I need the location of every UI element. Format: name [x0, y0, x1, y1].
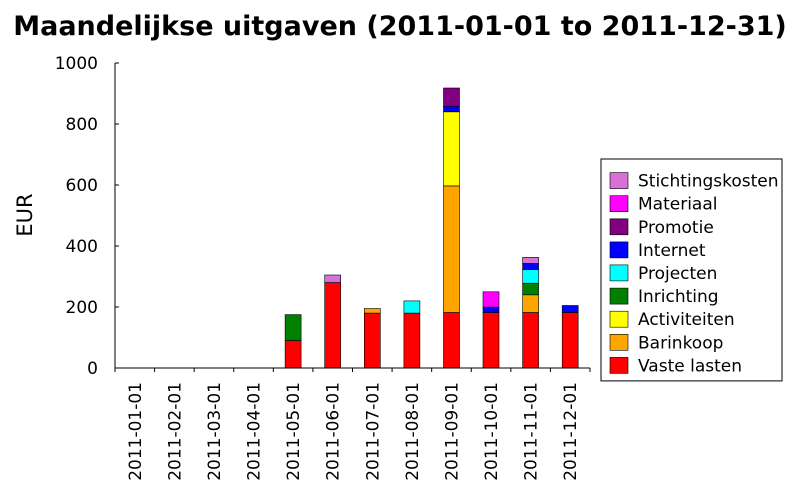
- axes: 0 200 400 600 800 1000 2011-01-01 2011-02-01 201…: [55, 54, 591, 481]
- bar-segment-barinkoop-2011-07-01: [363, 308, 381, 314]
- x-tick-label-2011-08-01: 2011-08-01: [403, 382, 423, 481]
- legend-swatch-inrichting: [609, 287, 629, 305]
- y-tick-label-800: 800: [66, 115, 98, 135]
- bar-segment-projecten-2011-08-01: [403, 300, 421, 314]
- plot-area: [284, 87, 579, 369]
- legend-label-inrichting: Inrichting: [638, 287, 719, 307]
- legend-swatch-activiteiten: [609, 310, 629, 328]
- legend-box: [600, 158, 783, 382]
- y-tick-label-200: 200: [66, 298, 98, 318]
- legend-swatch-barinkoop: [609, 333, 629, 351]
- x-tick-label-2011-06-01: 2011-06-01: [324, 382, 344, 481]
- bar-segment-promotie-2011-09-01: [443, 87, 460, 107]
- bar-segment-internet-2011-12-01: [561, 305, 579, 313]
- legend-label-internet: Internet: [638, 241, 706, 261]
- legend-label-materiaal: Materiaal: [638, 195, 717, 215]
- x-tick-label-2011-01-01: 2011-01-01: [126, 382, 146, 481]
- y-tick-label-1000: 1000: [55, 54, 98, 74]
- legend-swatch-projecten: [609, 264, 629, 282]
- bar-segment-vaste-lasten-2011-08-01: [403, 312, 421, 369]
- bar-segment-stichtingskosten-2011-11-01: [522, 256, 539, 264]
- legend-swatch-promotie: [609, 218, 629, 236]
- legend-label-barinkoop: Barinkoop: [638, 333, 723, 353]
- bar-segment-materiaal-2011-10-01: [482, 291, 500, 308]
- legend: Stichtingskosten Materiaal Promotie Interne…: [600, 158, 783, 382]
- bar-segment-vaste-lasten-2011-06-01: [324, 282, 342, 369]
- y-axis-label: EUR: [13, 193, 37, 236]
- bar-segment-vaste-lasten-2011-05-01: [284, 340, 302, 369]
- legend-label-activiteiten: Activiteiten: [638, 310, 735, 330]
- x-tick-label-2011-02-01: 2011-02-01: [165, 382, 185, 481]
- bar-segment-vaste-lasten-2011-11-01: [522, 312, 539, 369]
- x-tick-label-2011-10-01: 2011-10-01: [482, 382, 502, 481]
- bar-segment-internet-2011-09-01: [443, 106, 460, 113]
- bar-segment-barinkoop-2011-09-01: [443, 185, 460, 313]
- bar-segment-vaste-lasten-2011-09-01: [443, 312, 460, 369]
- legend-swatch-internet: [609, 241, 629, 259]
- x-tick-label-2011-05-01: 2011-05-01: [284, 382, 304, 481]
- y-tick-label-400: 400: [66, 237, 98, 257]
- bar-segment-projecten-2011-11-01: [522, 269, 539, 284]
- bar-segment-inrichting-2011-05-01: [284, 314, 302, 341]
- bar-segment-activiteiten-2011-09-01: [443, 111, 460, 187]
- legend-label-projecten: Projecten: [638, 264, 717, 284]
- y-tick-label-600: 600: [66, 176, 98, 196]
- legend-label-stichtingskosten: Stichtingskosten: [638, 172, 779, 192]
- legend-label-promotie: Promotie: [638, 218, 714, 238]
- legend-label-vaste-lasten: Vaste lasten: [638, 356, 742, 376]
- x-tick-label-2011-11-01: 2011-11-01: [522, 382, 542, 481]
- bar-segment-inrichting-2011-11-01: [522, 282, 539, 296]
- x-tick-label-2011-03-01: 2011-03-01: [205, 382, 225, 481]
- bar-segment-vaste-lasten-2011-10-01: [482, 312, 500, 369]
- bar-segment-internet-2011-10-01: [482, 306, 500, 313]
- bar-segment-vaste-lasten-2011-07-01: [363, 312, 381, 369]
- bar-segment-stichtingskosten-2011-06-01: [324, 274, 342, 283]
- bar-segment-internet-2011-11-01: [522, 263, 539, 270]
- legend-swatch-materiaal: [609, 195, 629, 212]
- y-tick-label-0: 0: [87, 359, 98, 379]
- x-tick-label-2011-12-01: 2011-12-01: [561, 382, 581, 481]
- chart-title: Maandelijkse uitgaven (2011-01-01 to 201…: [13, 11, 786, 42]
- bar-segment-vaste-lasten-2011-12-01: [561, 312, 579, 369]
- legend-swatch-vaste-lasten: [609, 357, 629, 374]
- bar-segment-barinkoop-2011-11-01: [522, 294, 539, 313]
- x-tick-label-2011-04-01: 2011-04-01: [245, 382, 265, 481]
- legend-swatch-stichtingskosten: [609, 172, 629, 189]
- x-tick-label-2011-07-01: 2011-07-01: [363, 382, 383, 481]
- x-tick-label-2011-09-01: 2011-09-01: [443, 382, 463, 481]
